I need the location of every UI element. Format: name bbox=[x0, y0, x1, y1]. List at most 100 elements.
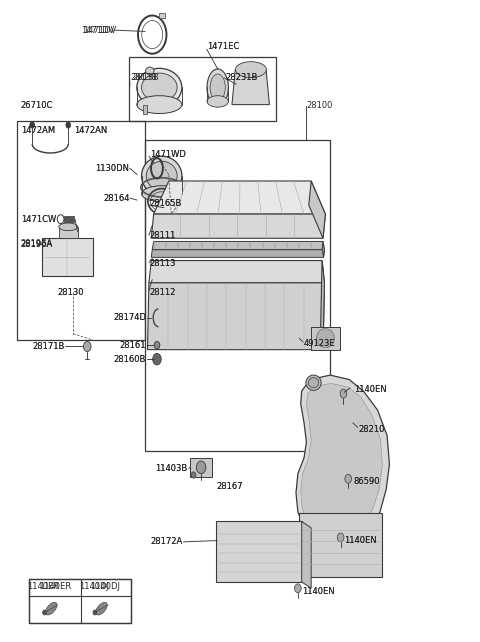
Circle shape bbox=[191, 472, 196, 478]
Polygon shape bbox=[321, 261, 324, 350]
Text: 28111: 28111 bbox=[150, 230, 176, 239]
Bar bbox=[29, 578, 131, 623]
Bar bbox=[64, 216, 74, 222]
Text: 28111: 28111 bbox=[150, 230, 176, 239]
Text: 28100: 28100 bbox=[306, 101, 333, 110]
Polygon shape bbox=[151, 250, 324, 257]
Text: 1130DN: 1130DN bbox=[96, 164, 130, 173]
Bar bbox=[159, 13, 165, 18]
Ellipse shape bbox=[59, 223, 78, 230]
Ellipse shape bbox=[142, 73, 177, 101]
Polygon shape bbox=[152, 241, 324, 250]
Text: 1471EC: 1471EC bbox=[207, 42, 239, 51]
Ellipse shape bbox=[146, 161, 177, 191]
Bar bbox=[59, 227, 78, 238]
Text: 28171B: 28171B bbox=[32, 342, 64, 351]
Bar bbox=[129, 57, 276, 121]
Text: 49123E: 49123E bbox=[304, 339, 336, 348]
Circle shape bbox=[30, 122, 35, 128]
Text: 28174D: 28174D bbox=[113, 313, 146, 322]
Text: 28164: 28164 bbox=[103, 194, 130, 203]
Text: 28113: 28113 bbox=[150, 259, 176, 268]
Text: 1471CW: 1471CW bbox=[21, 215, 56, 224]
Text: 28231B: 28231B bbox=[226, 73, 258, 82]
Text: 1472AN: 1472AN bbox=[74, 126, 107, 135]
Circle shape bbox=[154, 342, 160, 349]
Ellipse shape bbox=[145, 67, 154, 74]
Ellipse shape bbox=[137, 96, 182, 114]
Text: 28171B: 28171B bbox=[32, 342, 64, 351]
Text: 1140EN: 1140EN bbox=[344, 536, 377, 545]
Circle shape bbox=[340, 389, 347, 398]
Ellipse shape bbox=[316, 329, 335, 348]
Ellipse shape bbox=[96, 602, 107, 615]
Ellipse shape bbox=[306, 375, 321, 390]
Text: 28172A: 28172A bbox=[151, 537, 183, 546]
Polygon shape bbox=[232, 69, 269, 105]
Text: 28164: 28164 bbox=[103, 194, 130, 203]
Ellipse shape bbox=[207, 96, 228, 107]
Text: 28138: 28138 bbox=[132, 73, 159, 82]
Text: 1471DV: 1471DV bbox=[84, 26, 117, 35]
Text: 28161: 28161 bbox=[120, 341, 146, 350]
Text: 1471WD: 1471WD bbox=[150, 150, 186, 159]
Bar bbox=[145, 139, 330, 451]
Text: 28130: 28130 bbox=[57, 288, 84, 297]
Bar bbox=[17, 121, 145, 340]
Ellipse shape bbox=[142, 186, 182, 202]
Text: 28112: 28112 bbox=[150, 288, 176, 297]
Text: 28160B: 28160B bbox=[114, 354, 146, 363]
Bar bbox=[143, 105, 147, 114]
Circle shape bbox=[93, 610, 96, 615]
Polygon shape bbox=[311, 327, 340, 350]
Circle shape bbox=[196, 461, 206, 474]
Circle shape bbox=[43, 610, 47, 615]
Circle shape bbox=[84, 342, 91, 352]
Polygon shape bbox=[300, 513, 383, 577]
Text: 1140EN: 1140EN bbox=[344, 536, 377, 545]
Text: 26710C: 26710C bbox=[21, 101, 53, 110]
Circle shape bbox=[337, 533, 344, 542]
Text: 49123E: 49123E bbox=[304, 339, 336, 348]
Polygon shape bbox=[322, 241, 324, 257]
Text: 28174D: 28174D bbox=[113, 313, 146, 322]
Text: 28167: 28167 bbox=[216, 482, 243, 491]
Text: 1140DJ: 1140DJ bbox=[90, 582, 120, 591]
Text: 86590: 86590 bbox=[354, 477, 380, 486]
Ellipse shape bbox=[207, 69, 228, 106]
Bar bbox=[29, 578, 131, 623]
Ellipse shape bbox=[236, 62, 266, 78]
Polygon shape bbox=[151, 214, 325, 238]
Ellipse shape bbox=[308, 377, 319, 388]
Text: 1130DN: 1130DN bbox=[96, 164, 130, 173]
Circle shape bbox=[153, 354, 161, 365]
Polygon shape bbox=[154, 181, 325, 214]
Text: 28113: 28113 bbox=[150, 259, 176, 268]
Text: 1140EN: 1140EN bbox=[301, 587, 334, 596]
Polygon shape bbox=[309, 181, 325, 238]
Text: 1471EC: 1471EC bbox=[207, 42, 239, 51]
Ellipse shape bbox=[142, 156, 182, 196]
Polygon shape bbox=[149, 261, 324, 283]
Text: 1472AM: 1472AM bbox=[21, 126, 55, 135]
Text: 1472AN: 1472AN bbox=[74, 126, 107, 135]
Polygon shape bbox=[42, 238, 93, 277]
Text: 1140EN: 1140EN bbox=[301, 587, 334, 596]
Text: 11403B: 11403B bbox=[156, 464, 188, 473]
Polygon shape bbox=[301, 383, 383, 542]
Text: 28172A: 28172A bbox=[151, 537, 183, 546]
Polygon shape bbox=[190, 458, 212, 477]
Polygon shape bbox=[147, 283, 324, 350]
Text: 26710C: 26710C bbox=[21, 101, 53, 110]
Text: 86590: 86590 bbox=[354, 477, 380, 486]
Circle shape bbox=[345, 474, 351, 483]
Circle shape bbox=[66, 122, 71, 128]
Text: 28196A: 28196A bbox=[21, 239, 53, 248]
Text: 28130: 28130 bbox=[57, 288, 84, 297]
Text: 1140ER: 1140ER bbox=[39, 582, 71, 591]
Text: 28231B: 28231B bbox=[226, 73, 258, 82]
Text: 28196A: 28196A bbox=[21, 240, 53, 249]
Text: 1471CW: 1471CW bbox=[21, 215, 56, 224]
Text: 1472AM: 1472AM bbox=[21, 126, 55, 135]
Polygon shape bbox=[296, 375, 389, 550]
